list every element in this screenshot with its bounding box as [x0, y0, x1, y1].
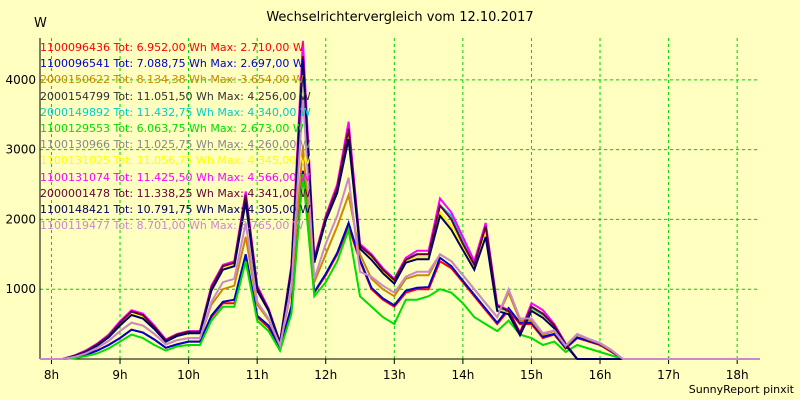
y-tick-label: 2000 — [5, 212, 36, 226]
y-tick-label: 4000 — [5, 73, 36, 87]
x-tick-label: 8h — [44, 368, 59, 382]
x-tick-label: 10h — [177, 368, 200, 382]
y-tick-label: 3000 — [5, 143, 36, 157]
legend: 1100096436 Tot: 6.952,00 Wh Max: 2.710,0… — [40, 40, 311, 234]
legend-entry-1100096541: 1100096541 Tot: 7.088,75 Wh Max: 2.697,0… — [40, 57, 304, 71]
legend-entry-2000001478: 2000001478 Tot: 11.338,25 Wh Max: 4.341,… — [40, 186, 311, 200]
legend-entry-1100131025: 1100131025 Tot: 11.056,75 Wh Max: 4.345,… — [40, 154, 311, 168]
series-line-1100119477 — [40, 96, 760, 360]
legend-entry-1100130966: 1100130966 Tot: 11.025,75 Wh Max: 4.260,… — [40, 138, 311, 152]
x-tick-label: 12h — [314, 368, 337, 382]
x-tick-label: 15h — [520, 368, 543, 382]
x-tick-label: 16h — [589, 368, 612, 382]
legend-entry-1100131074: 1100131074 Tot: 11.425,50 Wh Max: 4.566,… — [40, 170, 311, 184]
legend-entry-2000149892: 2000149892 Tot: 11.432,75 Wh Max: 4.340,… — [40, 105, 311, 119]
chart-title: Wechselrichtervergleich vom 12.10.2017 — [266, 10, 534, 25]
legend-entry-1100096436: 1100096436 Tot: 6.952,00 Wh Max: 2.710,0… — [40, 41, 304, 54]
legend-entry-2000154799: 2000154799 Tot: 11.051,50 Wh Max: 4.256,… — [40, 89, 311, 103]
legend-entry-1100119477: 1100119477 Tot: 8.701,00 Wh Max: 3.765,0… — [40, 219, 304, 233]
credit-label: SunnyReport pinxit — [688, 383, 794, 396]
legend-entry-1100148421: 1100148421 Tot: 10.791,75 Wh Max: 4.305,… — [40, 203, 311, 217]
legend-entry-1100129553: 1100129553 Tot: 6.063,75 Wh Max: 2.673,0… — [40, 122, 304, 136]
y-tick-label: 1000 — [5, 282, 36, 296]
x-tick-label: 13h — [383, 368, 406, 382]
plot-area — [40, 38, 760, 359]
y-axis-unit: W — [34, 16, 47, 31]
x-tick-label: 9h — [112, 368, 127, 382]
x-tick-label: 11h — [246, 368, 269, 382]
x-tick-label: 18h — [726, 368, 749, 382]
legend-entry-2000150622: 2000150622 Tot: 8.134,38 Wh Max: 3.654,0… — [40, 73, 304, 87]
x-tick-label: 17h — [657, 368, 680, 382]
x-tick-label: 14h — [451, 368, 474, 382]
